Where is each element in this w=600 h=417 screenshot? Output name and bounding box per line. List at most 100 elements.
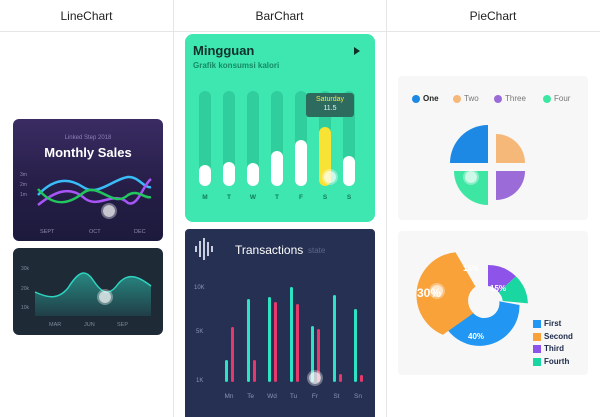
monthly-sales-subtitle: Linked Step 2018 (64, 135, 112, 141)
bar-track (247, 91, 259, 186)
monthly-sales-lines (37, 175, 152, 206)
bar-series-b[interactable] (231, 327, 234, 382)
legend-dot (543, 95, 551, 103)
donut-label: 40% (468, 332, 485, 341)
bar[interactable] (199, 165, 211, 186)
bar[interactable] (247, 163, 259, 186)
legend-label[interactable]: Fourth (544, 356, 570, 366)
pie-slice-two (496, 134, 525, 163)
y-tick-label: 2m (20, 182, 27, 188)
sales-line-cyan (37, 175, 152, 196)
bar-series-b[interactable] (252, 360, 256, 382)
bar[interactable] (295, 140, 307, 186)
y-tick-label: 30k (21, 266, 30, 272)
cursor-indicator (465, 171, 477, 183)
legend-label[interactable]: One (423, 94, 439, 103)
legend-label[interactable]: First (544, 319, 562, 328)
legend-label[interactable]: Two (464, 94, 479, 103)
area-chart (34, 272, 152, 316)
legend-dot (412, 95, 420, 103)
tooltip-day: Saturday (315, 96, 345, 103)
mingguan-tooltip: Saturday 11.5 (306, 93, 354, 117)
bar[interactable] (343, 156, 355, 186)
day-label: Tu (289, 393, 298, 400)
monthly-sales-card[interactable]: Linked Step 2018 Monthly Sales 3m 2m 1m … (13, 119, 163, 241)
bar-series-a[interactable] (246, 299, 250, 382)
play-icon[interactable] (354, 47, 360, 55)
transactions-card[interactable]: Transactions state 10K 5K 1K Mn Te Wd Tu Fr S… (185, 229, 375, 417)
day-label: S (346, 194, 352, 201)
legend-dot (494, 95, 502, 103)
legend-swatch (533, 345, 541, 353)
day-label: Fr (311, 393, 319, 400)
legend-dot (453, 95, 461, 103)
pie-card[interactable]: One Two Three Four (398, 76, 588, 220)
pie-slice-four (454, 171, 488, 205)
bar-series-b[interactable] (274, 302, 277, 382)
bar-series-a[interactable] (332, 295, 336, 382)
header-linechart: LineChart (60, 8, 113, 23)
donut-chart (416, 252, 528, 346)
y-tick-label: 1K (196, 378, 204, 384)
waveform-icon (195, 238, 215, 260)
cursor-indicator (99, 291, 111, 303)
y-tick-label: 20k (21, 286, 30, 292)
day-label: St (333, 393, 340, 400)
area-fill (35, 273, 151, 316)
x-tick-label: MAR (49, 322, 62, 328)
header-divider (0, 31, 600, 32)
mingguan-title: Mingguan (193, 43, 255, 58)
cursor-indicator (324, 171, 336, 183)
day-label: Wd (267, 393, 277, 400)
legend-label[interactable]: Four (554, 94, 571, 103)
cursor-indicator (309, 372, 321, 384)
day-label: F (299, 194, 303, 201)
bar-series-a[interactable] (225, 360, 228, 382)
legend-label[interactable]: Second (544, 331, 573, 341)
x-tick-label: SEPT (40, 229, 55, 235)
day-label: Sn (354, 393, 362, 400)
bar-series-a[interactable] (289, 287, 293, 382)
cursor-indicator (431, 285, 443, 297)
mingguan-subtitle: Grafik konsumsi kalori (193, 61, 280, 70)
y-tick-label: 3m (20, 172, 27, 178)
bar[interactable] (223, 162, 235, 186)
day-label: W (249, 194, 257, 201)
donut-slice-second (416, 252, 476, 335)
column-divider (173, 0, 174, 417)
bar-track (199, 91, 211, 186)
bar-series-b[interactable] (317, 329, 320, 382)
day-label: S (322, 194, 328, 201)
pie-slice-one (450, 125, 488, 163)
donut-label: 15% (490, 284, 507, 293)
donut-slice-first (447, 301, 520, 346)
pie-slice-three (496, 171, 525, 200)
bar-series-b[interactable] (338, 374, 342, 382)
donut-slice-fourth (498, 276, 528, 304)
bar-series-a[interactable] (311, 326, 314, 382)
legend-swatch (533, 320, 541, 328)
day-label: M (202, 194, 208, 201)
monthly-sales-title: Monthly Sales (44, 145, 132, 160)
legend-swatch (533, 357, 541, 366)
legend-label[interactable]: Third (544, 344, 564, 353)
day-label: T (227, 194, 231, 201)
donut-card[interactable]: 40% 30% 15% 15% First Second Third Fourth (398, 231, 588, 375)
donut-slice-third (488, 265, 516, 293)
bar-series-b[interactable] (360, 375, 363, 382)
y-tick-label: 5K (196, 329, 204, 335)
donut-label: 15% (463, 264, 480, 273)
header-piechart: PieChart (469, 8, 517, 23)
day-label: Mn (224, 393, 234, 400)
day-label: Te (247, 393, 254, 400)
bar-series-a[interactable] (354, 309, 357, 382)
y-tick-label: 10K (194, 285, 205, 291)
legend-label[interactable]: Three (505, 94, 526, 103)
area-chart-card[interactable]: 30k 20k 10k MAR JUN SEP (13, 248, 163, 335)
bar[interactable] (271, 151, 283, 186)
bar-series-a[interactable] (268, 297, 271, 382)
tooltip-value: 11.5 (323, 105, 337, 112)
sales-line-green (37, 188, 152, 204)
bar-series-b[interactable] (295, 304, 299, 382)
